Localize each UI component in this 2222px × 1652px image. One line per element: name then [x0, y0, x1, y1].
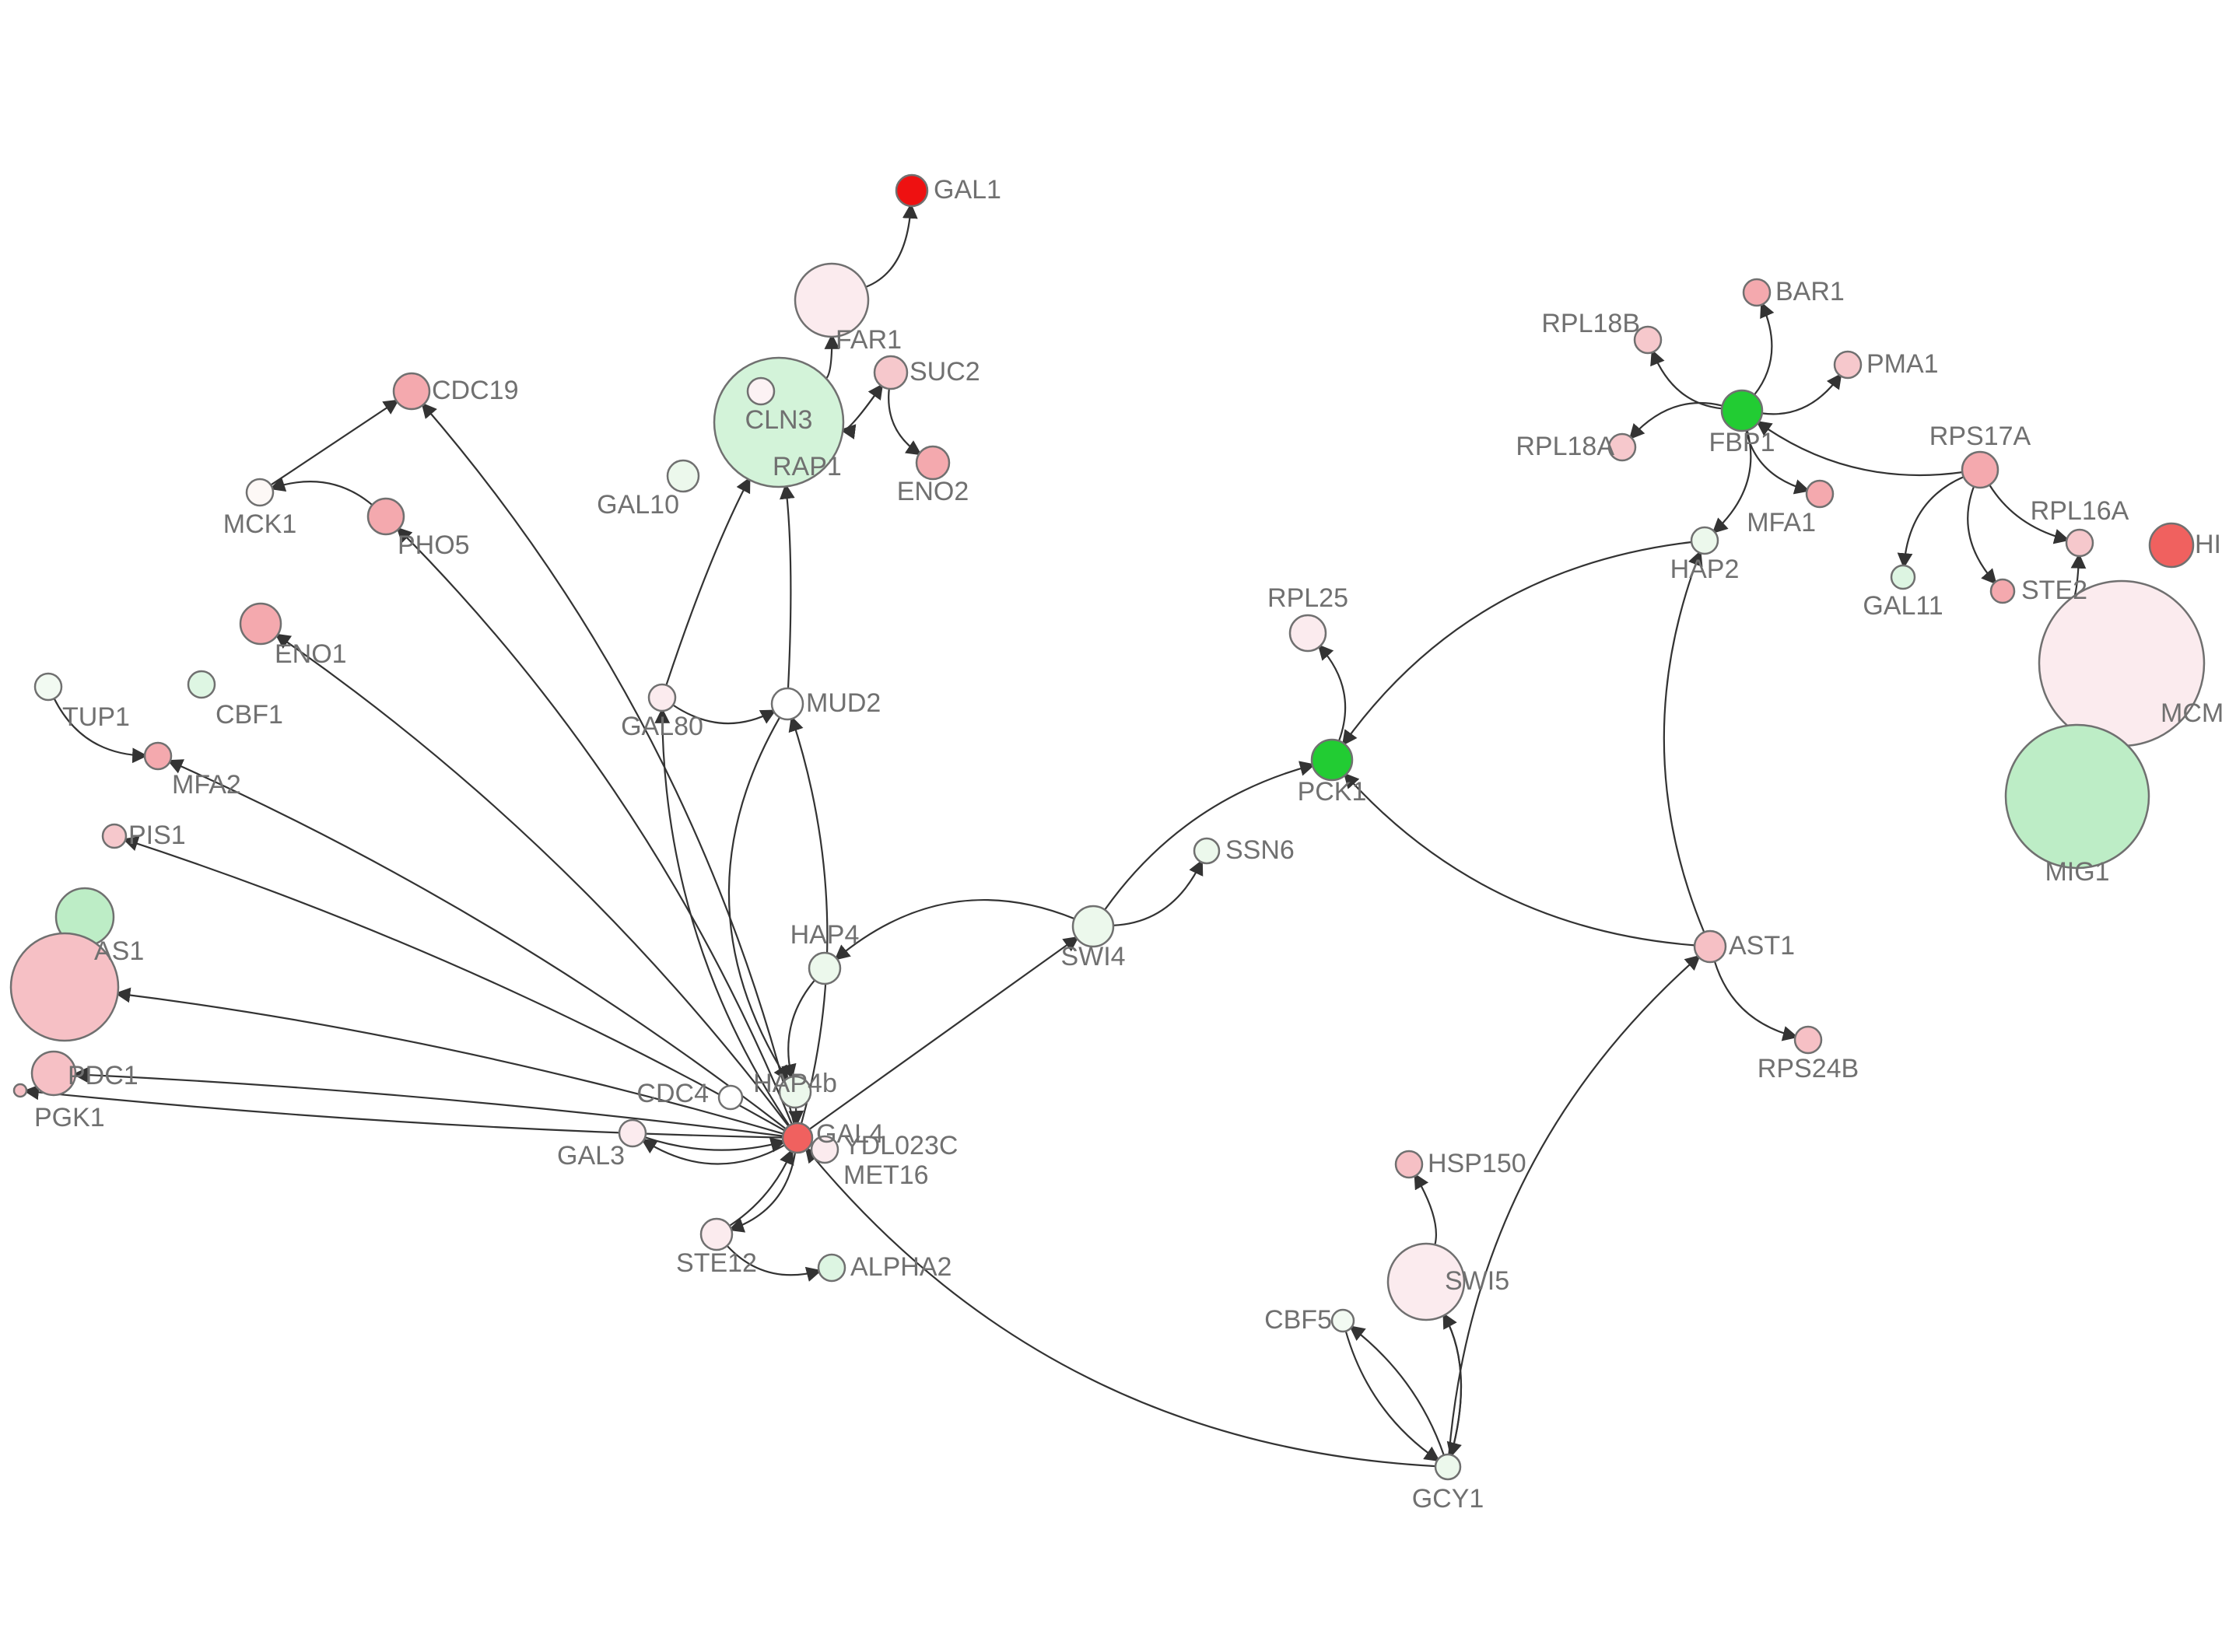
svg-text:SSN6: SSN6 [1225, 835, 1295, 865]
svg-text:CBF1: CBF1 [216, 700, 283, 730]
svg-text:GCY1: GCY1 [1412, 1484, 1484, 1514]
svg-text:HAP2: HAP2 [1670, 555, 1740, 584]
svg-text:STE2: STE2 [2021, 576, 2087, 605]
svg-text:SUC2: SUC2 [909, 357, 980, 387]
svg-text:HIS4: HIS4 [2195, 530, 2222, 559]
svg-text:HSP150: HSP150 [1428, 1149, 1526, 1178]
svg-text:GAL1: GAL1 [934, 175, 1001, 205]
svg-text:RPL18B: RPL18B [1541, 309, 1640, 338]
svg-text:MUD2: MUD2 [806, 688, 881, 718]
svg-text:MFA2: MFA2 [172, 770, 241, 800]
svg-text:MCM1: MCM1 [2161, 698, 2222, 728]
svg-text:GAL11: GAL11 [1863, 591, 1943, 621]
svg-text:CDC4: CDC4 [636, 1079, 709, 1108]
svg-text:MFA1: MFA1 [1747, 508, 1816, 537]
svg-text:SWI5: SWI5 [1445, 1266, 1509, 1296]
svg-text:CDC19: CDC19 [432, 376, 518, 405]
svg-text:AST1: AST1 [1729, 931, 1795, 961]
svg-text:CBF5: CBF5 [1264, 1305, 1332, 1335]
svg-text:RPL25: RPL25 [1267, 583, 1348, 613]
svg-text:YDL023C: YDL023C [843, 1131, 958, 1160]
svg-text:PDC1: PDC1 [68, 1061, 138, 1090]
svg-text:RPS17A: RPS17A [1929, 422, 2031, 451]
svg-text:RPS24B: RPS24B [1758, 1054, 1859, 1083]
svg-text:GAL3: GAL3 [557, 1141, 625, 1171]
svg-text:HAP4b: HAP4b [753, 1069, 837, 1098]
svg-text:PGK1: PGK1 [34, 1103, 105, 1132]
svg-text:AS1: AS1 [94, 936, 144, 966]
svg-text:TUP1: TUP1 [62, 702, 130, 732]
svg-text:ALPHA2: ALPHA2 [850, 1252, 952, 1282]
svg-text:BAR1: BAR1 [1775, 277, 1845, 306]
svg-text:GAL80: GAL80 [621, 712, 703, 741]
svg-text:STE12: STE12 [676, 1248, 757, 1278]
svg-text:CLN3: CLN3 [745, 405, 813, 435]
svg-text:RPL18A: RPL18A [1516, 432, 1614, 461]
svg-text:PCK1: PCK1 [1298, 777, 1367, 807]
svg-text:MET16: MET16 [843, 1160, 929, 1190]
svg-text:SWI4: SWI4 [1060, 942, 1125, 971]
svg-text:PHO5: PHO5 [398, 530, 470, 560]
svg-text:FBP1: FBP1 [1709, 428, 1775, 457]
svg-text:ENO1: ENO1 [275, 639, 347, 669]
svg-text:FAR1: FAR1 [836, 325, 902, 355]
svg-text:ENO2: ENO2 [897, 477, 969, 506]
svg-text:PMA1: PMA1 [1866, 349, 1939, 379]
svg-text:HAP4: HAP4 [790, 920, 860, 950]
svg-text:GAL10: GAL10 [597, 490, 679, 520]
svg-text:RPL16A: RPL16A [2031, 496, 2129, 526]
svg-text:MIG1: MIG1 [2045, 857, 2109, 887]
svg-text:MCK1: MCK1 [223, 509, 296, 539]
svg-text:PIS1: PIS1 [128, 821, 186, 850]
svg-text:RAP1: RAP1 [773, 452, 842, 481]
